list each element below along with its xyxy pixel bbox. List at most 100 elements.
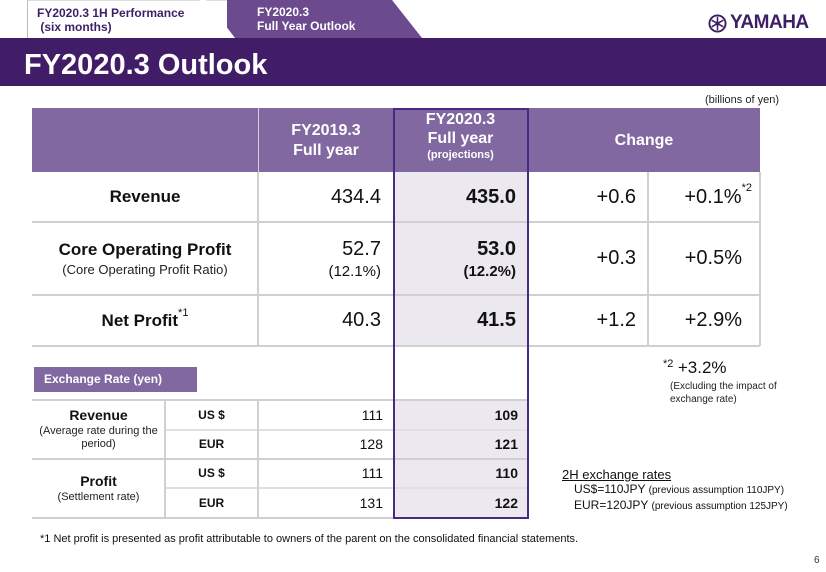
net-profit-fy2019: 40.3 (258, 295, 393, 346)
header-fy2019-line2: Full year (293, 142, 359, 159)
row-divider (32, 294, 760, 296)
2h-exchange-rates: 2H exchange rates US$=110JPY (previous a… (562, 468, 788, 514)
group-sublabel: (Average rate during the period) (39, 425, 158, 450)
tab-1h-line2: (six months) (37, 20, 112, 34)
group-sublabel: (Settlement rate) (57, 490, 140, 503)
row-divider (32, 221, 760, 223)
table-row-revenue-label: Revenue (32, 172, 258, 222)
net-profit-fy2020: 41.5 (393, 295, 528, 346)
page-title: FY2020.3 Outlook (24, 49, 268, 81)
currency-usd: US $ (198, 407, 225, 422)
note-2-excluding-fx: *2 +3.2% (Excluding the impact of exchan… (663, 358, 777, 406)
value: +2.9% (684, 309, 742, 331)
currency-eur: EUR (198, 495, 225, 510)
rate-usd: US$=110JPY (574, 482, 646, 496)
rate-fy2019: 131 (359, 494, 383, 511)
row-label: Revenue (109, 187, 181, 206)
tab-background-full-year (207, 0, 422, 38)
value: +1.2 (596, 309, 636, 331)
group-label: Profit (80, 472, 117, 489)
group-label: Revenue (69, 407, 128, 423)
revenue-change-pct: +0.1%*2 (648, 172, 760, 222)
header-fy2020-line1: FY2020.3 (425, 111, 496, 128)
tab-outlook-line1: FY2020.3 (257, 5, 310, 19)
exchange-divider (165, 487, 528, 489)
value: 435.0 (465, 185, 516, 208)
value: 41.5 (477, 309, 516, 331)
yamaha-logo: YAMAHA (708, 12, 809, 34)
col-divider (257, 172, 259, 346)
header-fy2019-line1: FY2019.3 (291, 122, 361, 139)
exchange-group-revenue: Revenue (Average rate during the period) (32, 400, 165, 458)
logo-text: YAMAHA (730, 12, 809, 33)
value: 40.3 (342, 309, 381, 331)
units-label: (billions of yen) (705, 94, 779, 106)
value: +0.5% (684, 247, 742, 269)
net-profit-change-pct: +2.9% (648, 295, 760, 346)
tab-slant (200, 0, 235, 38)
rate-fy2020: 109 (494, 406, 518, 423)
core-op-fy2020: 53.0 (12.2%) (393, 222, 528, 295)
page-number: 6 (814, 555, 820, 566)
row-divider (32, 345, 760, 347)
rate-usd-note: (previous assumption 110JPY) (648, 485, 785, 496)
value: +0.1% (684, 185, 742, 208)
revenue-fy2019: 434.4 (258, 172, 393, 222)
exchange-col-divider (164, 400, 166, 518)
exchange-rate-label: Exchange Rate (yen) (34, 367, 197, 392)
value: +0.6 (596, 185, 636, 208)
note-2-desc-line1: (Excluding the impact of (670, 381, 777, 392)
row-label: Net Profit (101, 310, 179, 330)
exchange-divider (32, 458, 528, 460)
note-2-desc-line2: exchange rate) (670, 394, 737, 405)
core-op-fy2019: 52.7 (12.1%) (258, 222, 393, 295)
rate-fy2020: 122 (494, 494, 518, 511)
value: 53.0 (477, 237, 516, 260)
core-op-change-pct: +0.5% (648, 222, 760, 295)
footnote-ref-2: *2 (663, 358, 674, 370)
rate-eur: EUR=120JPY (574, 498, 649, 512)
col-divider (759, 172, 761, 346)
row-sublabel: (Core Operating Profit Ratio) (62, 262, 228, 277)
footnote-ref-1: *1 (178, 306, 189, 319)
table-row-core-op-label: Core Operating Profit (Core Operating Pr… (32, 222, 258, 295)
table-header-blank (32, 108, 258, 172)
value: 434.4 (330, 185, 381, 208)
tab-outlook-line2: Full Year Outlook (257, 19, 356, 33)
table-row-net-profit-label: Net Profit*1 (32, 295, 258, 346)
rate-fy2019: 111 (361, 406, 383, 423)
value: +0.3 (596, 247, 636, 269)
revenue-fy2020: 435.0 (393, 172, 528, 222)
header-fy2019: FY2019.3 Full year (258, 108, 393, 172)
rate-fy2019: 111 (361, 465, 383, 481)
tuning-fork-emblem-icon (708, 13, 727, 33)
tab-1h-line1: FY2020.3 1H Performance (37, 6, 185, 20)
note-2-value: +3.2% (677, 358, 727, 377)
currency-usd: US $ (198, 466, 225, 480)
header-change: Change (528, 108, 760, 172)
net-profit-change-abs: +1.2 (528, 295, 648, 346)
rate-fy2020: 110 (495, 465, 518, 481)
title-bar (0, 38, 826, 86)
exchange-divider (165, 429, 528, 431)
rate-fy2019: 128 (359, 436, 383, 452)
ratio: (12.1%) (328, 262, 381, 280)
header-fy2020: FY2020.3 Full year (projections) (393, 108, 528, 172)
value: 52.7 (342, 237, 381, 260)
rates-heading: 2H exchange rates (562, 467, 672, 482)
tab-1h-performance[interactable]: FY2020.3 1H Performance (six months) (27, 0, 227, 38)
exchange-divider (32, 399, 528, 401)
header-fy2020-line2: Full year (427, 130, 494, 147)
core-op-change-abs: +0.3 (528, 222, 648, 295)
exchange-col-divider (257, 400, 259, 518)
rate-fy2020: 121 (494, 436, 518, 452)
exchange-divider (32, 517, 528, 519)
rate-eur-note: (previous assumption 125JPY) (651, 501, 788, 512)
row-label: Core Operating Profit (58, 240, 232, 259)
exchange-group-profit: Profit (Settlement rate) (32, 459, 165, 517)
currency-eur: EUR (198, 437, 225, 451)
footnote-1: *1 Net profit is presented as profit att… (40, 533, 579, 545)
tab-full-year-outlook[interactable]: FY2020.3 Full Year Outlook (257, 0, 417, 38)
fy20-shade-main (393, 172, 529, 346)
revenue-change-abs: +0.6 (528, 172, 648, 222)
